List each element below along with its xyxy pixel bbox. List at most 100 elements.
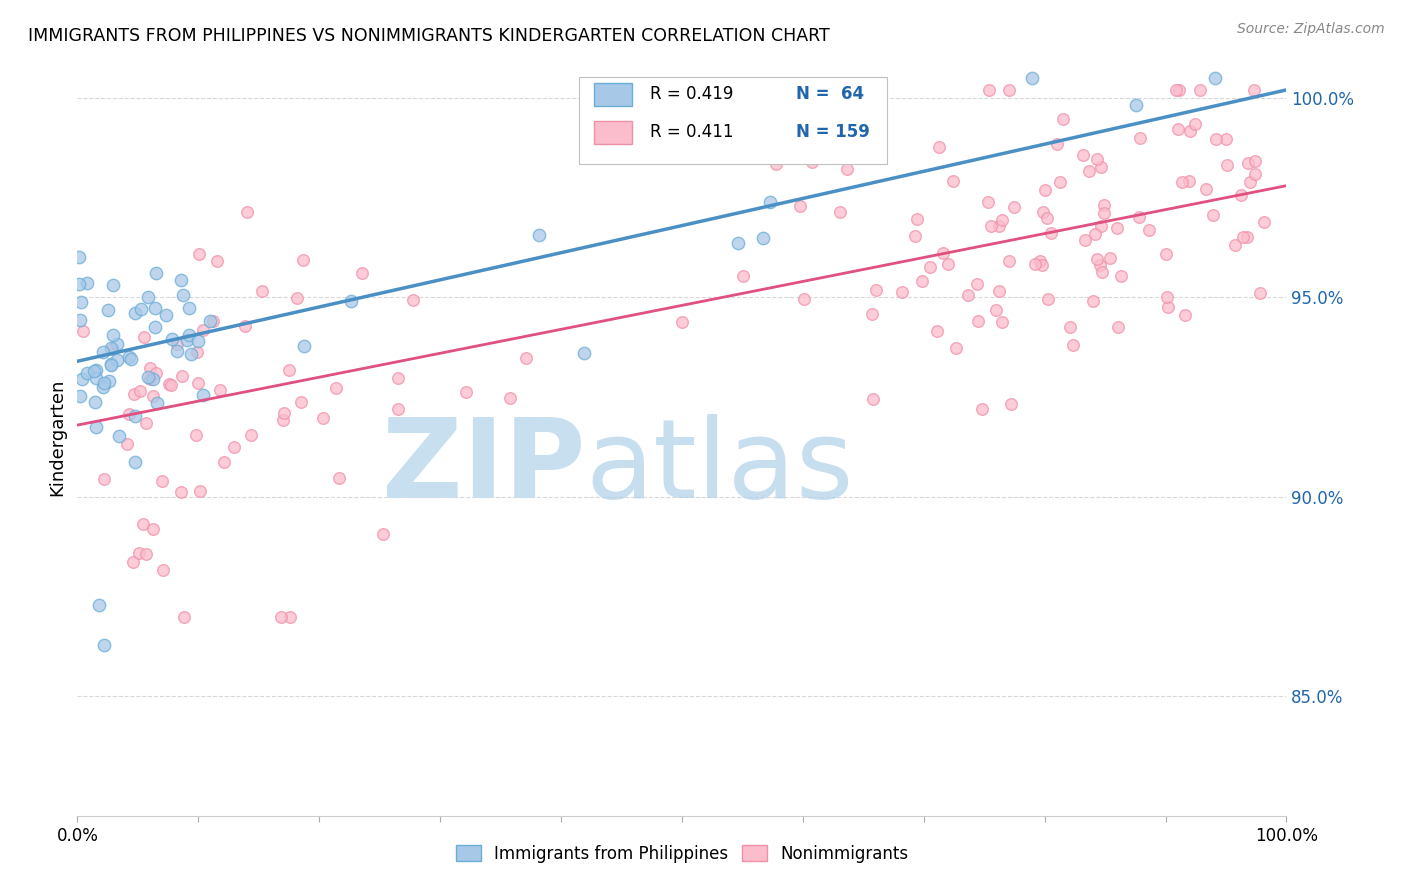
- Text: ZIP: ZIP: [382, 414, 585, 521]
- Point: [1052, 112, 1074, 126]
- Point: [1059, 319, 1081, 334]
- Point: [152, 563, 174, 577]
- Point: [120, 352, 142, 367]
- Point: [115, 436, 138, 450]
- Point: [727, 236, 749, 251]
- Point: [1184, 117, 1206, 131]
- Point: [1039, 226, 1062, 240]
- Point: [928, 140, 950, 154]
- Point: [107, 429, 129, 443]
- Point: [1216, 158, 1239, 172]
- Point: [932, 245, 955, 260]
- Point: [202, 314, 225, 328]
- Point: [1002, 200, 1025, 214]
- Point: [1046, 136, 1069, 151]
- Point: [1084, 227, 1107, 242]
- Point: [835, 161, 858, 176]
- Text: N =  64: N = 64: [796, 86, 863, 103]
- Point: [734, 129, 756, 144]
- Point: [911, 274, 934, 288]
- Point: [170, 484, 193, 499]
- Point: [208, 383, 231, 397]
- Point: [1098, 251, 1121, 265]
- Point: [150, 474, 173, 488]
- Point: [285, 291, 308, 305]
- Point: [988, 284, 1011, 298]
- Point: [142, 371, 165, 385]
- Point: [1188, 83, 1211, 97]
- Point: [1128, 211, 1150, 225]
- Point: [1085, 252, 1108, 267]
- Point: [128, 546, 150, 560]
- Point: [1125, 98, 1147, 112]
- Point: [157, 377, 180, 392]
- Point: [93, 638, 115, 652]
- Point: [1090, 160, 1112, 174]
- Point: [129, 302, 152, 317]
- Point: [1178, 124, 1201, 138]
- Point: [765, 157, 787, 171]
- Point: [97, 374, 120, 388]
- Point: [280, 609, 302, 624]
- Text: atlas: atlas: [585, 414, 853, 521]
- Point: [1088, 258, 1111, 272]
- Point: [1232, 230, 1254, 244]
- Point: [121, 555, 143, 569]
- Point: [1154, 246, 1177, 260]
- Point: [891, 285, 914, 299]
- Point: [236, 204, 259, 219]
- Point: [107, 353, 129, 368]
- Point: [155, 308, 177, 322]
- Point: [70, 295, 93, 310]
- Point: [207, 253, 229, 268]
- Point: [325, 381, 347, 395]
- Point: [966, 277, 988, 291]
- Point: [801, 154, 824, 169]
- Point: [1236, 229, 1258, 244]
- Point: [1083, 293, 1105, 308]
- Point: [198, 314, 221, 328]
- Point: [180, 347, 202, 361]
- Point: [1090, 219, 1112, 233]
- Point: [1062, 338, 1084, 352]
- Point: [990, 315, 1012, 329]
- Point: [170, 272, 193, 286]
- Point: [1036, 211, 1059, 225]
- Point: [76, 276, 98, 290]
- Point: [1225, 238, 1247, 252]
- Point: [980, 219, 1002, 234]
- Point: [91, 344, 114, 359]
- Point: [129, 384, 152, 398]
- Point: [925, 324, 948, 338]
- Point: [1074, 233, 1097, 247]
- Point: [124, 306, 146, 320]
- Point: [352, 266, 374, 280]
- Point: [1237, 155, 1260, 169]
- Point: [188, 247, 211, 261]
- Point: [240, 428, 263, 442]
- Point: [136, 290, 159, 304]
- Point: [1085, 152, 1108, 166]
- Point: [1167, 122, 1189, 136]
- Point: [860, 307, 883, 321]
- Point: [752, 231, 775, 245]
- Point: [70, 372, 93, 386]
- Point: [966, 313, 988, 327]
- Point: [1164, 83, 1187, 97]
- Point: [84, 420, 107, 434]
- Point: [1078, 164, 1101, 178]
- Point: [1073, 147, 1095, 161]
- Point: [145, 366, 167, 380]
- Point: [84, 371, 107, 385]
- Point: [1239, 175, 1261, 189]
- Point: [172, 287, 194, 301]
- Point: [1230, 188, 1253, 202]
- Point: [290, 394, 312, 409]
- Point: [166, 343, 188, 358]
- Point: [1157, 300, 1180, 314]
- Point: [145, 267, 167, 281]
- Point: [146, 396, 169, 410]
- Point: [499, 391, 522, 405]
- Point: [143, 319, 166, 334]
- Y-axis label: Kindergarten: Kindergarten: [48, 378, 66, 496]
